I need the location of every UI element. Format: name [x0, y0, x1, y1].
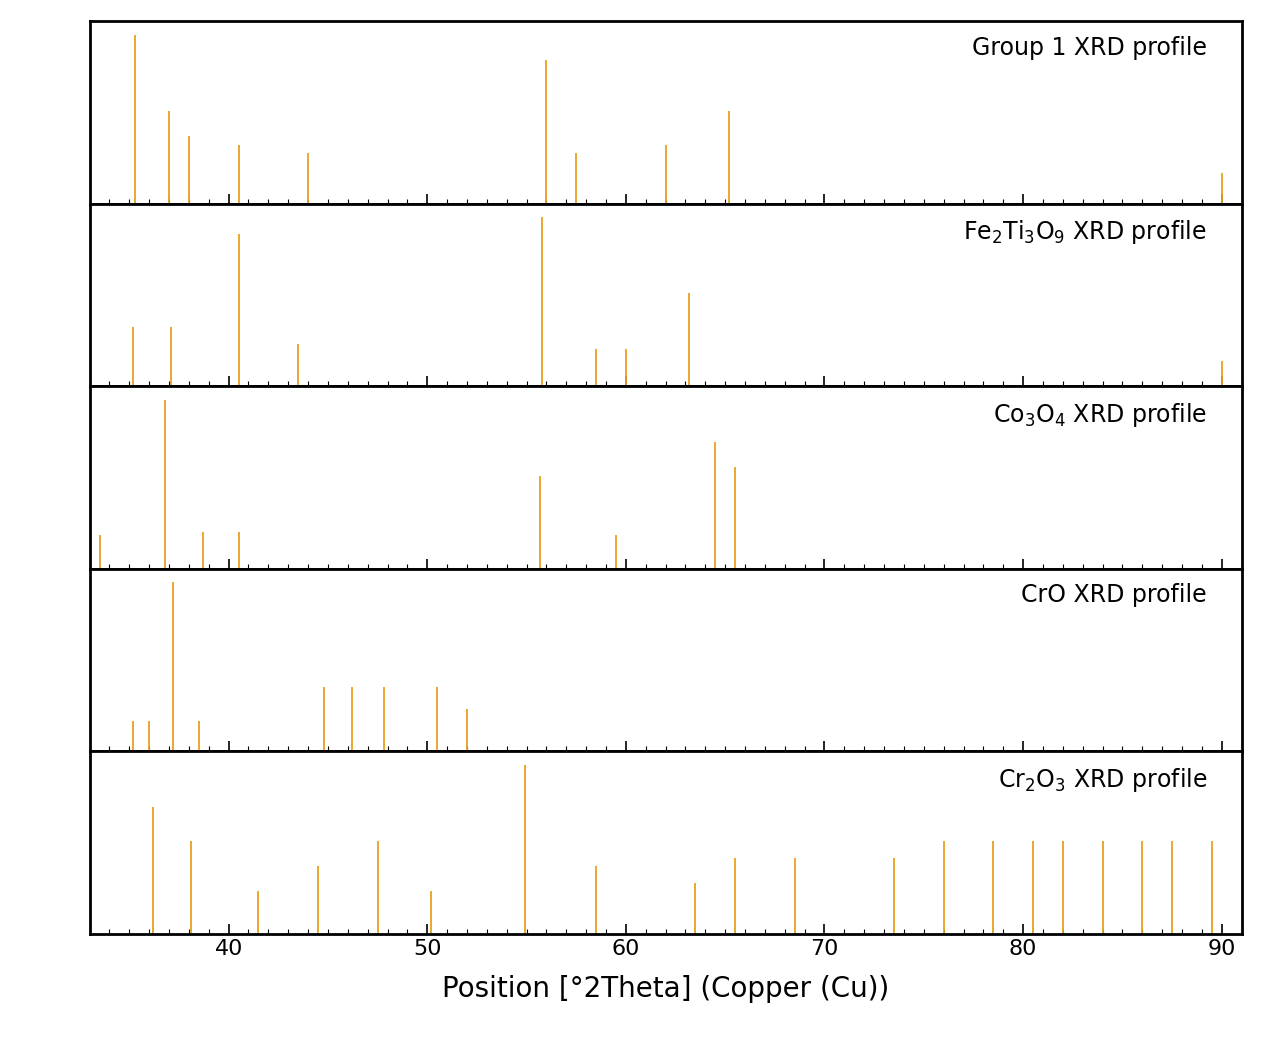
X-axis label: Position [°2Theta] (Copper (Cu)): Position [°2Theta] (Copper (Cu)) — [442, 975, 890, 1004]
Text: Fe$_2$Ti$_3$O$_9$ XRD profile: Fe$_2$Ti$_3$O$_9$ XRD profile — [964, 219, 1207, 246]
Text: Cr$_2$O$_3$ XRD profile: Cr$_2$O$_3$ XRD profile — [997, 766, 1207, 794]
Text: Co$_3$O$_4$ XRD profile: Co$_3$O$_4$ XRD profile — [993, 401, 1207, 429]
Text: Group 1 XRD profile: Group 1 XRD profile — [972, 36, 1207, 59]
Text: CrO XRD profile: CrO XRD profile — [1021, 584, 1207, 607]
